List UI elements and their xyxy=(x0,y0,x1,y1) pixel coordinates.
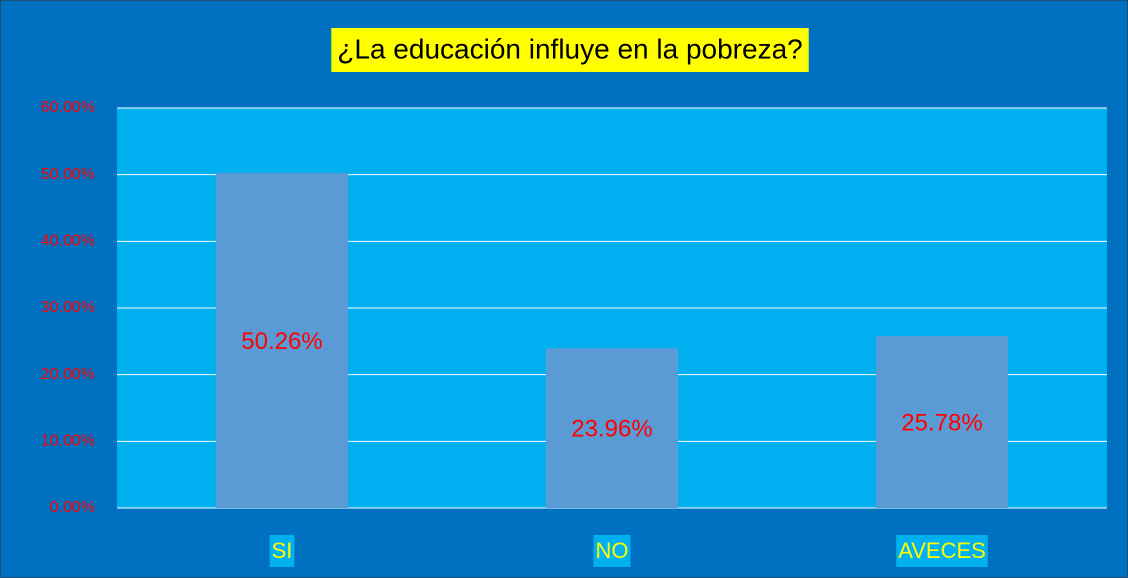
x-tick-label-background xyxy=(896,535,988,567)
bar xyxy=(546,348,678,508)
chart-title: ¿La educación influye en la pobreza? xyxy=(337,33,802,64)
data-label: 50.26% xyxy=(241,328,322,355)
y-tick-label: 50.00% xyxy=(41,166,95,183)
x-tick-label: NO xyxy=(596,538,629,563)
data-label: 25.78% xyxy=(901,409,982,436)
x-tick-label-background xyxy=(593,535,631,567)
bar xyxy=(216,172,348,508)
y-tick-label: 60.00% xyxy=(41,99,95,116)
y-tick-label: 10.00% xyxy=(41,433,95,450)
y-tick-label: 0.00% xyxy=(50,499,95,516)
data-label: 23.96% xyxy=(571,415,652,442)
x-tick-label: AVECES xyxy=(898,538,986,563)
y-tick-label: 40.00% xyxy=(41,233,95,250)
x-tick-label: SI xyxy=(272,538,293,563)
title-background xyxy=(331,28,809,72)
y-tick-label: 20.00% xyxy=(41,366,95,383)
x-tick-label-background xyxy=(269,535,295,567)
y-tick-label: 30.00% xyxy=(41,299,95,316)
bar xyxy=(876,336,1008,508)
